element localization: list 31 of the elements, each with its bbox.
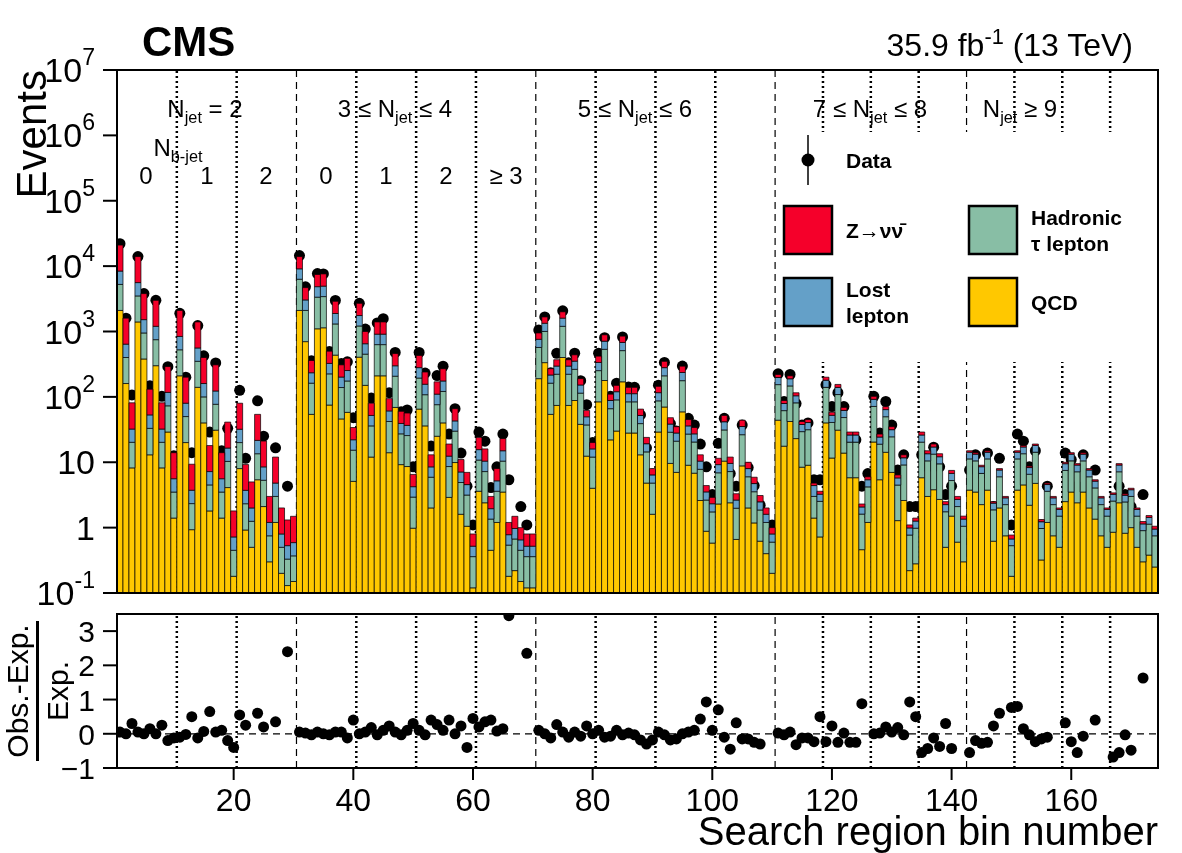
y-tick-label: 2 bbox=[78, 648, 95, 682]
y-tick-label: 10$^{-1}$ bbox=[36, 567, 95, 612]
legend-label: Data bbox=[846, 148, 892, 172]
annotation: 2 bbox=[259, 161, 273, 189]
chart-subtitle: 35.9 fb$^{-1}$ (13 TeV) bbox=[886, 23, 1133, 63]
legend-label: Hadronic τ lepton bbox=[1031, 205, 1123, 255]
annotation: 2 bbox=[439, 161, 453, 189]
y-tick-label: 10$^{2}$ bbox=[44, 370, 95, 416]
x-tick-label: 60 bbox=[455, 782, 491, 819]
y-tick-label: 10$^{3}$ bbox=[44, 305, 95, 351]
annotation: N$_{jet}$ = 2 bbox=[167, 94, 243, 126]
x-tick-label: 40 bbox=[335, 782, 372, 819]
annotation: 5 ≤ N$_{jet}$ ≤ 6 bbox=[577, 94, 693, 126]
annotation: 0 bbox=[319, 161, 333, 189]
y-tick-label: 10$^{4}$ bbox=[44, 240, 96, 286]
x-tick-label: 20 bbox=[215, 782, 252, 819]
x-tick-label: 80 bbox=[574, 782, 611, 819]
annotation: 0 bbox=[139, 161, 153, 189]
annotation: 3 ≤ N$_{jet}$ ≤ 4 bbox=[337, 94, 453, 126]
legend-label: QCD bbox=[1031, 290, 1078, 314]
y-tick-label: 1 bbox=[76, 508, 95, 547]
y-tick-label: 3 bbox=[78, 614, 95, 648]
annotation: 1 bbox=[379, 161, 393, 189]
chart-title: CMS bbox=[142, 18, 236, 65]
legend-label: Z→νν̄ bbox=[846, 218, 908, 242]
y-tick-label: 1 bbox=[78, 683, 95, 717]
x-tick-label: 160 bbox=[1044, 782, 1098, 819]
legend-label: Lost lepton bbox=[846, 277, 909, 327]
y-tick-label: 10 bbox=[57, 443, 95, 482]
y-tick-label: 0 bbox=[78, 717, 95, 751]
annotation: ≥ 3 bbox=[489, 161, 523, 189]
